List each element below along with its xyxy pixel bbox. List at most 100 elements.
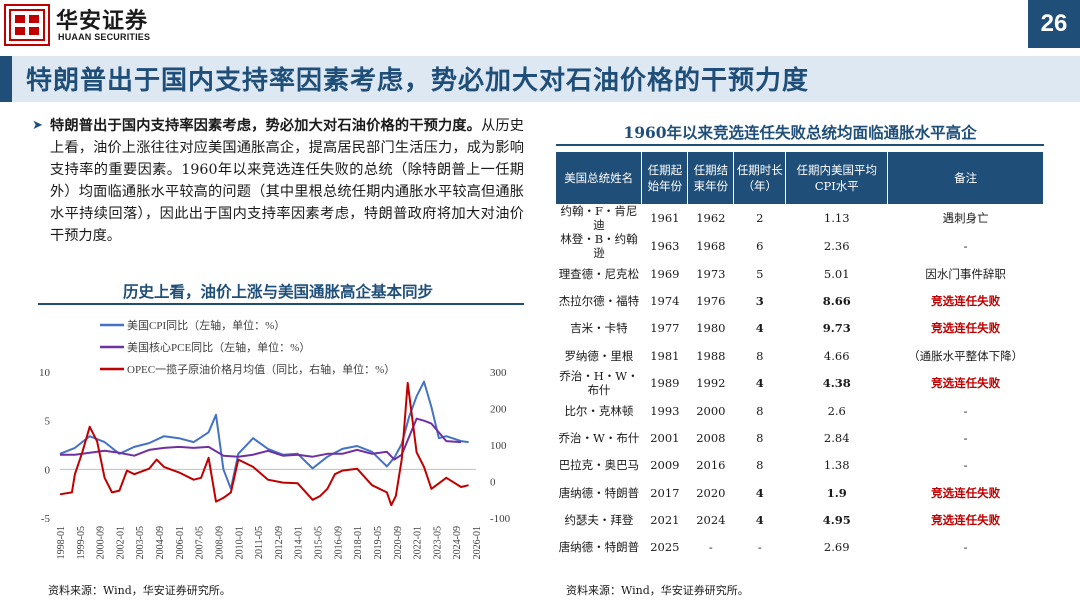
table-cell-note: - xyxy=(963,458,968,473)
table-cell-cpi: 5.01 xyxy=(823,266,850,281)
x-tick-label: 2000-09 xyxy=(96,526,107,559)
table-cell-cpi: 4.66 xyxy=(823,348,850,363)
legend-label: OPEC一揽子原油价格月均值（同比，右轴，单位：%） xyxy=(127,362,395,376)
series-line-1 xyxy=(60,417,462,461)
legend-label: 美国核心PCE同比（左轴，单位：%） xyxy=(127,340,310,354)
table-cell-name: 罗纳德・里根 xyxy=(564,348,634,363)
table-cell-end: 1988 xyxy=(696,348,726,363)
body-paragraph: 特朗普出于国内支持率因素考虑，势必加大对石油价格的干预力度。从历史上看，油价上涨… xyxy=(50,115,524,247)
x-tick-label: 2011-05 xyxy=(254,526,265,559)
table-cell-note: 竞选连任失败 xyxy=(931,485,1001,500)
x-tick-label: 1998-01 xyxy=(56,526,67,559)
table-cell-end: 1976 xyxy=(696,293,726,308)
x-tick-label: 2023-05 xyxy=(432,526,443,559)
table-cell-cpi: 1.13 xyxy=(823,211,850,225)
x-tick-label: 2015-05 xyxy=(314,526,325,559)
x-tick-label: 2016-09 xyxy=(333,526,344,559)
table-row: 林登・B・约翰逊 1963 1968 6 2.36 - xyxy=(556,232,1044,260)
table-header-cell: 任期内美国平均 CPI水平 xyxy=(785,152,889,204)
x-tick-label: 2024-09 xyxy=(452,526,463,559)
chart-title-rule xyxy=(38,303,524,305)
table-cell-cpi: 8.66 xyxy=(822,293,851,308)
table-row: 罗纳德・里根 1981 1988 8 4.66 （通胀水平整体下降） xyxy=(556,342,1044,369)
table-cell-cpi: 9.73 xyxy=(822,321,851,336)
bullet-arrow-icon: ➤ xyxy=(32,118,43,133)
table-row: 乔治・H・W・布什 1989 1992 4 4.38 竞选连任失败 xyxy=(556,369,1044,397)
table-cell-years: 8 xyxy=(756,458,764,473)
table-cell-cpi: 2.6 xyxy=(827,403,846,418)
page-number: 26 xyxy=(1028,0,1080,48)
x-tick-label: 2002-01 xyxy=(115,526,126,559)
table-cell-end: 2024 xyxy=(696,513,726,528)
table-cell-cpi: 4.38 xyxy=(822,376,851,391)
y-right-tick-label: -100 xyxy=(490,513,511,525)
table-cell-end: 2008 xyxy=(696,431,726,446)
table-cell-cpi: 1.9 xyxy=(826,485,847,500)
x-tick-label: 2010-01 xyxy=(234,526,245,559)
table-cell-start: 1993 xyxy=(650,403,680,418)
table-row: 杰拉尔德・福特 1974 1976 3 8.66 竞选连任失败 xyxy=(556,287,1044,314)
table-cell-start: 1989 xyxy=(650,376,680,391)
page-title: 特朗普出于国内支持率因素考虑，势必加大对石油价格的干预力度 xyxy=(26,66,810,96)
table-cell-cpi: 2.36 xyxy=(823,239,850,253)
table-cell-start: 1977 xyxy=(650,321,680,336)
x-tick-label: 2026-01 xyxy=(472,526,483,559)
body-text: 从历史上看，油价上涨往往对应美国通胀高企，提高居民部门生活压力，成为影响支持率的… xyxy=(50,118,524,244)
table-cell-name: 约瑟夫・拜登 xyxy=(564,513,634,528)
table-cell-start: 2001 xyxy=(650,431,680,446)
table-body: 约翰・F・肯尼迪 1961 1962 2 1.13 遇刺身亡 林登・B・约翰逊 1963 196… xyxy=(556,204,1044,561)
legend-label: 美国CPI同比（左轴，单位：%） xyxy=(127,318,285,332)
x-tick-label: 2007-05 xyxy=(195,526,206,559)
table-cell-start: 1963 xyxy=(650,239,680,253)
company-logo xyxy=(4,4,50,46)
brand-name-cn: 华安证券 xyxy=(56,8,149,34)
table-row: 巴拉克・奥巴马 2009 2016 8 1.38 - xyxy=(556,452,1044,479)
table-source: 资料来源：Wind，华安证券研究所。 xyxy=(566,584,749,597)
table-cell-end: 1968 xyxy=(696,239,726,253)
table-cell-name: 唐纳德・特朗普 xyxy=(558,485,640,500)
y-left-tick-label: -5 xyxy=(41,513,51,525)
x-tick-label: 2006-01 xyxy=(175,526,186,559)
line-chart: 10 5 0 -5 300 200 100 0 -100 1998-01 1999-05 2000-0… xyxy=(39,318,511,559)
x-tick-label: 2014-01 xyxy=(294,526,305,559)
table-cell-cpi: 1.38 xyxy=(823,458,850,473)
table-cell-start: 2025 xyxy=(650,540,680,555)
y-left-tick-label: 10 xyxy=(39,367,51,379)
table-cell-start: 1969 xyxy=(650,266,680,281)
table-header-cell: 任期起 始年份 xyxy=(641,152,689,204)
y-right-tick-label: 0 xyxy=(490,477,496,489)
table-cell-end: 1962 xyxy=(696,211,726,225)
table-cell-end: 2016 xyxy=(696,458,726,473)
table-cell-end: 1973 xyxy=(696,266,726,281)
table-header-cell: 任期时长 （年） xyxy=(733,152,787,204)
table-cell-cpi: 2.69 xyxy=(823,540,850,555)
table-cell-years: 8 xyxy=(756,348,764,363)
x-tick-label: 2012-09 xyxy=(274,526,285,559)
x-tick-label: 2019-05 xyxy=(373,526,384,559)
table-cell-years: 4 xyxy=(755,485,764,500)
table-header-cell: 美国总统姓名 xyxy=(556,152,643,204)
table-cell-end: 2000 xyxy=(696,403,726,418)
table-row: 约瑟夫・拜登 2021 2024 4 4.95 竞选连任失败 xyxy=(556,506,1044,533)
table-header-cell: 备注 xyxy=(887,152,1044,204)
table-title-rule xyxy=(556,144,1044,146)
table-cell-years: 3 xyxy=(755,293,764,308)
table-cell-note: 遇刺身亡 xyxy=(942,211,989,225)
table-cell-years: 5 xyxy=(756,266,764,281)
series-line-2 xyxy=(59,381,469,507)
table-cell-start: 2021 xyxy=(650,513,680,528)
table-cell-years: 8 xyxy=(756,431,764,446)
table-cell-note: （通胀水平整体下降） xyxy=(908,348,1024,363)
x-tick-label: 2018-01 xyxy=(353,526,364,559)
y-left-tick-label: 5 xyxy=(45,416,51,428)
president-table: 美国总统姓名 任期起 始年份 任期结 束年份 任期时长 （年） 任期内美国平均 CPI水平 备注 … xyxy=(556,152,1044,561)
table-cell-note: 竞选连任失败 xyxy=(931,376,1001,391)
chart-title: 历史上看，油价上涨与美国通胀高企基本同步 xyxy=(122,282,433,301)
table-cell-start: 1981 xyxy=(650,348,680,363)
table-cell-name: 理查德・尼克松 xyxy=(558,266,640,281)
table-cell-cpi: 4.95 xyxy=(822,513,851,528)
table-cell-start: 1961 xyxy=(650,211,680,225)
table-cell-name: 杰拉尔德・福特 xyxy=(558,293,640,308)
table-row: 唐纳德・特朗普 2025 - - 2.69 - xyxy=(556,534,1044,561)
chart-source: 资料来源：Wind，华安证券研究所。 xyxy=(48,584,231,597)
